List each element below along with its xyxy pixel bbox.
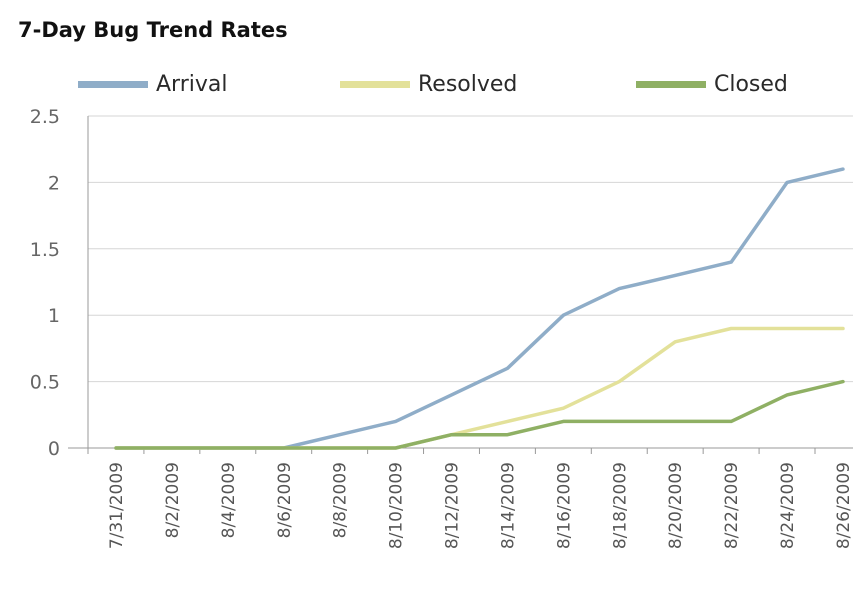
x-tick-label: 8/24/2009 xyxy=(778,462,798,549)
series-line-arrival xyxy=(114,167,845,450)
y-tick-labels: 0 0.5 1 1.5 2 2.5 xyxy=(30,106,60,460)
x-tick-label: 8/18/2009 xyxy=(610,462,630,549)
y-tick-label: 1 xyxy=(48,305,60,327)
x-tick-label: 8/6/2009 xyxy=(275,462,295,538)
x-tick-label: 8/26/2009 xyxy=(834,462,854,549)
chart-legend: Arrival Resolved Closed xyxy=(0,64,864,104)
x-tick-label: 8/12/2009 xyxy=(443,462,463,549)
chart-title: 7-Day Bug Trend Rates xyxy=(18,18,288,42)
x-tick-label: 8/14/2009 xyxy=(498,462,518,549)
x-tick-label: 8/16/2009 xyxy=(554,462,574,549)
legend-label-resolved: Resolved xyxy=(418,71,518,97)
y-tick-label: 0 xyxy=(48,438,60,460)
x-tick-labels: 7/31/2009 8/2/2009 8/4/2009 8/6/2009 8/8/200… xyxy=(107,462,854,549)
legend-swatch-arrival xyxy=(78,80,148,88)
legend-item-closed: Closed xyxy=(636,64,788,104)
axes xyxy=(68,116,853,454)
x-tick-label: 7/31/2009 xyxy=(107,462,127,549)
legend-item-arrival: Arrival xyxy=(78,64,227,104)
x-tick-label: 8/2/2009 xyxy=(163,462,183,538)
x-tick-label: 8/20/2009 xyxy=(666,462,686,549)
x-tick-label: 8/22/2009 xyxy=(722,462,742,549)
y-tick-label: 1.5 xyxy=(30,239,60,261)
series-line-closed xyxy=(114,379,845,450)
legend-swatch-closed xyxy=(636,80,706,88)
legend-swatch-resolved xyxy=(340,80,410,88)
y-tick-label: 2.5 xyxy=(30,106,60,128)
y-tick-label: 0.5 xyxy=(30,372,60,394)
series-lines xyxy=(114,167,845,450)
series-line-resolved xyxy=(114,326,845,450)
x-tick-label: 8/4/2009 xyxy=(219,462,239,538)
legend-item-resolved: Resolved xyxy=(340,64,517,104)
x-tick-label: 8/10/2009 xyxy=(387,462,407,549)
legend-label-arrival: Arrival xyxy=(156,71,228,97)
x-tick-label: 8/8/2009 xyxy=(331,462,351,538)
legend-label-closed: Closed xyxy=(714,71,788,97)
gridlines xyxy=(88,115,853,383)
y-tick-label: 2 xyxy=(48,172,60,194)
